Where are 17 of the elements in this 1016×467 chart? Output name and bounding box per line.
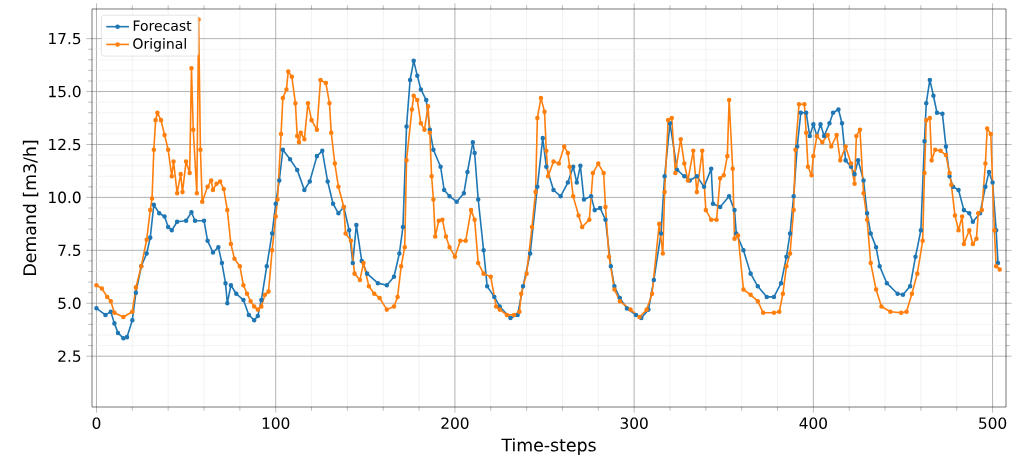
y-tick-label: 10.0 [49, 191, 81, 204]
y-tick-label: 2.5 [58, 350, 81, 362]
y-axis-title: Demand [m3/h] [22, 140, 39, 275]
y-tick-label: 7.5 [58, 244, 81, 257]
x-tick-label: 100 [262, 417, 290, 429]
y-tick-label: 12.5 [49, 138, 81, 151]
legend-label: Original [133, 38, 186, 52]
y-tick-label: 5.0 [58, 297, 81, 310]
x-axis-title: Time-steps [501, 438, 596, 455]
x-tick-label: 0 [92, 417, 101, 429]
x-tick-label: 400 [799, 417, 827, 429]
x-tick-label: 300 [620, 417, 648, 429]
y-tick-label: 15.0 [49, 85, 81, 98]
x-tick-label: 200 [441, 417, 469, 429]
legend-label: Forecast [133, 20, 192, 31]
x-tick-label: 500 [979, 417, 1007, 429]
y-tick-label: 17.5 [49, 32, 81, 45]
